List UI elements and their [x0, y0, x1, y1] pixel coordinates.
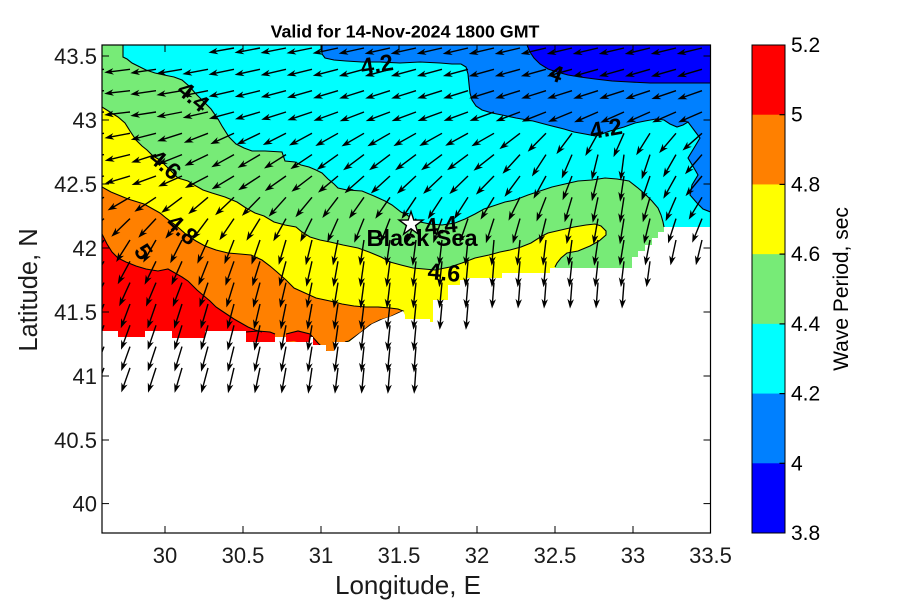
svg-text:33.5: 33.5 [689, 543, 732, 568]
svg-text:40: 40 [73, 492, 97, 517]
svg-text:41.5: 41.5 [54, 300, 97, 325]
svg-text:Wave Period, sec: Wave Period, sec [830, 207, 853, 371]
svg-text:4.8: 4.8 [791, 173, 820, 196]
svg-text:4.2: 4.2 [791, 383, 820, 406]
svg-text:31.5: 31.5 [378, 543, 421, 568]
svg-text:4.6: 4.6 [791, 243, 820, 266]
svg-text:30.5: 30.5 [222, 543, 265, 568]
svg-text:43: 43 [73, 108, 97, 133]
svg-text:4.2: 4.2 [588, 113, 625, 144]
svg-text:30: 30 [153, 543, 177, 568]
svg-text:Black Sea: Black Sea [366, 225, 478, 251]
svg-text:31: 31 [309, 543, 333, 568]
svg-text:3.8: 3.8 [791, 522, 820, 545]
svg-text:4.4: 4.4 [791, 313, 821, 336]
svg-text:32.5: 32.5 [534, 543, 577, 568]
svg-text:42.5: 42.5 [54, 172, 97, 197]
svg-text:41: 41 [73, 364, 97, 389]
svg-text:42: 42 [73, 236, 97, 261]
svg-text:4: 4 [791, 452, 803, 475]
svg-text:Latitude, N: Latitude, N [15, 228, 43, 351]
svg-text:33: 33 [621, 543, 645, 568]
svg-text:4.2: 4.2 [359, 49, 395, 80]
svg-text:4.6: 4.6 [427, 258, 462, 287]
svg-text:5.2: 5.2 [791, 34, 820, 57]
svg-text:5: 5 [791, 104, 803, 127]
svg-text:43.5: 43.5 [54, 44, 97, 69]
svg-text:Valid for 14-Nov-2024 1800 GMT: Valid for 14-Nov-2024 1800 GMT [271, 22, 540, 42]
svg-text:40.5: 40.5 [54, 428, 97, 453]
svg-text:Longitude, E: Longitude, E [335, 570, 481, 600]
svg-text:4.4: 4.4 [423, 211, 458, 240]
svg-text:32: 32 [465, 543, 489, 568]
